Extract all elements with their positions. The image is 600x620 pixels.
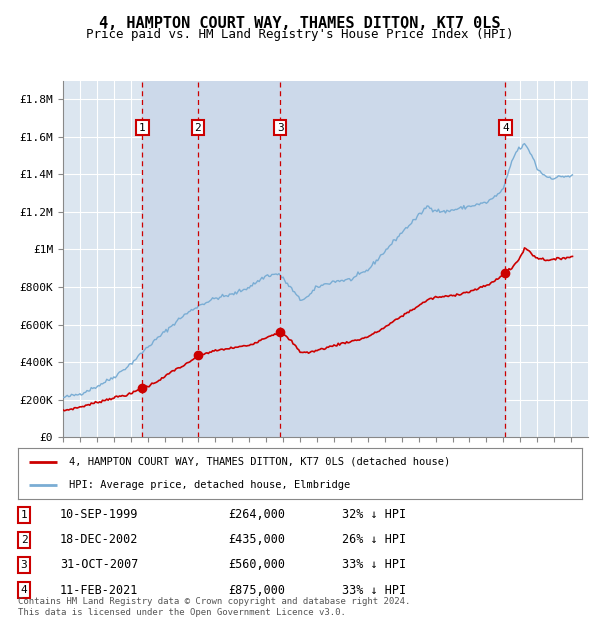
Text: 3: 3 xyxy=(277,123,284,133)
Text: 1: 1 xyxy=(20,510,28,520)
Text: Price paid vs. HM Land Registry's House Price Index (HPI): Price paid vs. HM Land Registry's House … xyxy=(86,28,514,41)
Text: £560,000: £560,000 xyxy=(228,559,285,572)
Text: 11-FEB-2021: 11-FEB-2021 xyxy=(60,583,139,596)
Text: 31-OCT-2007: 31-OCT-2007 xyxy=(60,559,139,572)
Text: 2: 2 xyxy=(20,535,28,545)
Text: 4, HAMPTON COURT WAY, THAMES DITTON, KT7 0LS: 4, HAMPTON COURT WAY, THAMES DITTON, KT7… xyxy=(99,16,501,30)
Text: 33% ↓ HPI: 33% ↓ HPI xyxy=(342,583,406,596)
Text: 1: 1 xyxy=(139,123,146,133)
Text: 2: 2 xyxy=(194,123,201,133)
Text: 18-DEC-2002: 18-DEC-2002 xyxy=(60,533,139,546)
Text: 4: 4 xyxy=(502,123,509,133)
Bar xyxy=(198,81,280,437)
Text: £264,000: £264,000 xyxy=(228,508,285,521)
Text: 3: 3 xyxy=(20,560,28,570)
Bar xyxy=(142,81,198,437)
Text: HPI: Average price, detached house, Elmbridge: HPI: Average price, detached house, Elmb… xyxy=(69,480,350,490)
Bar xyxy=(280,81,505,437)
Text: 32% ↓ HPI: 32% ↓ HPI xyxy=(342,508,406,521)
Text: 33% ↓ HPI: 33% ↓ HPI xyxy=(342,559,406,572)
Text: 4: 4 xyxy=(20,585,28,595)
Text: Contains HM Land Registry data © Crown copyright and database right 2024.
This d: Contains HM Land Registry data © Crown c… xyxy=(18,598,410,617)
Text: 10-SEP-1999: 10-SEP-1999 xyxy=(60,508,139,521)
Text: 26% ↓ HPI: 26% ↓ HPI xyxy=(342,533,406,546)
Text: £875,000: £875,000 xyxy=(228,583,285,596)
Text: 4, HAMPTON COURT WAY, THAMES DITTON, KT7 0LS (detached house): 4, HAMPTON COURT WAY, THAMES DITTON, KT7… xyxy=(69,457,450,467)
Text: £435,000: £435,000 xyxy=(228,533,285,546)
